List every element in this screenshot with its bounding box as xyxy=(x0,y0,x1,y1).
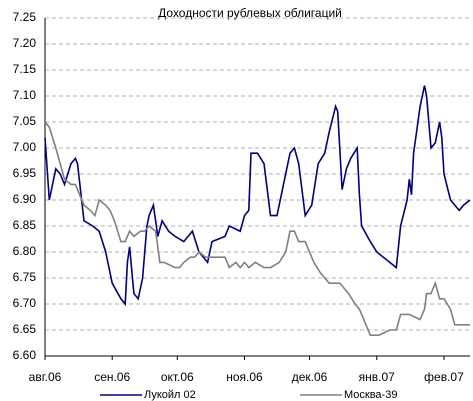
x-tick-label: янв.07 xyxy=(359,370,396,384)
x-tick-label: авг.06 xyxy=(29,370,62,384)
x-tick-label: ноя.06 xyxy=(226,370,263,384)
chart-title: Доходности рублевых облигаций xyxy=(158,6,342,20)
y-tick-label: 6.60 xyxy=(13,348,37,362)
y-tick-label: 7.00 xyxy=(13,140,37,154)
x-tick-label: дек.06 xyxy=(292,370,328,384)
y-tick-label: 7.15 xyxy=(13,62,37,76)
y-tick-label: 6.75 xyxy=(13,270,37,284)
x-tick-label: фев.07 xyxy=(424,370,464,384)
series-line xyxy=(44,121,470,336)
legend-label: Лукойл 02 xyxy=(144,389,196,401)
y-tick-label: 6.65 xyxy=(13,322,37,336)
y-tick-label: 6.95 xyxy=(13,166,37,180)
x-tick-label: окт.06 xyxy=(161,370,194,384)
y-tick-label: 7.20 xyxy=(13,36,37,50)
y-tick-label: 7.25 xyxy=(13,10,37,24)
y-tick-label: 7.10 xyxy=(13,88,37,102)
y-tick-label: 6.80 xyxy=(13,244,37,258)
legend-label: Москва-39 xyxy=(344,389,397,401)
y-tick-label: 7.05 xyxy=(13,114,37,128)
x-tick-label: сен.06 xyxy=(94,370,130,384)
y-tick-label: 6.70 xyxy=(13,296,37,310)
y-tick-label: 6.85 xyxy=(13,218,37,232)
series-line xyxy=(44,85,471,307)
y-tick-label: 6.90 xyxy=(13,192,37,206)
